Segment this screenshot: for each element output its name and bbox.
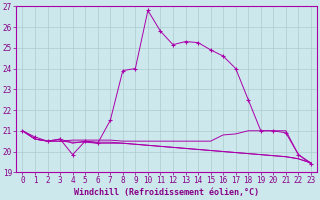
X-axis label: Windchill (Refroidissement éolien,°C): Windchill (Refroidissement éolien,°C) <box>74 188 259 197</box>
